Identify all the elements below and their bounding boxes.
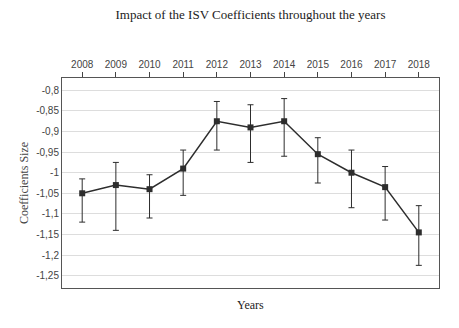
svg-text:-1,15: -1,15 bbox=[36, 229, 59, 240]
svg-text:-1: -1 bbox=[50, 167, 59, 178]
svg-text:2016: 2016 bbox=[340, 59, 363, 70]
svg-text:2011: 2011 bbox=[172, 59, 194, 70]
svg-text:2010: 2010 bbox=[138, 59, 161, 70]
svg-text:2012: 2012 bbox=[206, 59, 229, 70]
svg-text:2013: 2013 bbox=[239, 59, 262, 70]
svg-text:2015: 2015 bbox=[307, 59, 330, 70]
svg-text:-1,25: -1,25 bbox=[36, 270, 59, 281]
svg-text:-0,8: -0,8 bbox=[42, 85, 60, 96]
svg-text:Years: Years bbox=[237, 298, 264, 312]
svg-text:-1,2: -1,2 bbox=[42, 250, 60, 261]
svg-text:2017: 2017 bbox=[374, 59, 397, 70]
svg-text:Impact of the ISV Coefficients: Impact of the ISV Coefficients throughou… bbox=[116, 7, 386, 22]
svg-text:-0,9: -0,9 bbox=[42, 126, 60, 137]
svg-text:2009: 2009 bbox=[105, 59, 128, 70]
svg-text:-1,05: -1,05 bbox=[36, 188, 59, 199]
svg-text:Coefficients Size: Coefficients Size bbox=[17, 142, 31, 224]
svg-text:2018: 2018 bbox=[408, 59, 431, 70]
svg-text:-0,95: -0,95 bbox=[36, 147, 59, 158]
svg-text:-0,85: -0,85 bbox=[36, 105, 59, 116]
svg-text:2014: 2014 bbox=[273, 59, 296, 70]
svg-text:2008: 2008 bbox=[71, 59, 94, 70]
svg-text:-1,1: -1,1 bbox=[42, 208, 60, 219]
